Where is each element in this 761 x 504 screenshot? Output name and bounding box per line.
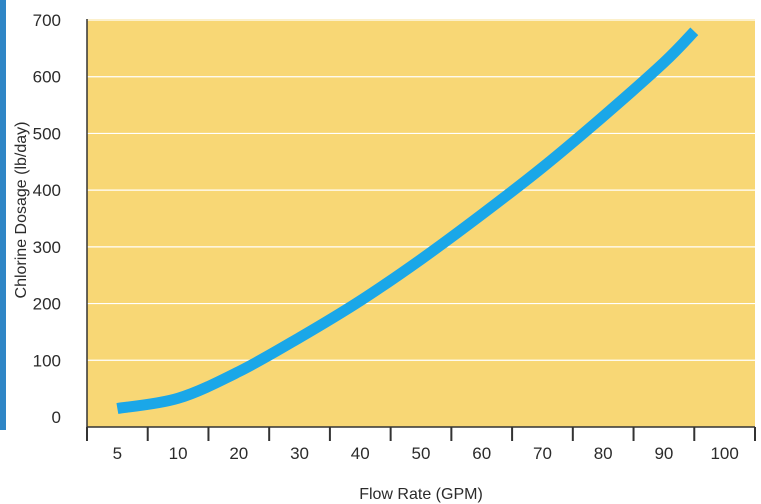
- y-tick-label-700: 700: [33, 11, 61, 30]
- plot-area: [87, 19, 755, 427]
- left-accent-bar: [0, 0, 6, 430]
- x-tick-label-80: 80: [594, 444, 613, 463]
- x-tick-label-60: 60: [472, 444, 491, 463]
- x-tick-label-70: 70: [533, 444, 552, 463]
- y-axis-title: Chlorine Dosage (lb/day): [13, 122, 30, 299]
- x-tick-label-30: 30: [290, 444, 309, 463]
- x-tick-label-100: 100: [710, 444, 738, 463]
- x-tick-label-20: 20: [229, 444, 248, 463]
- y-tick-label-500: 500: [33, 124, 61, 143]
- x-tick-label-40: 40: [351, 444, 370, 463]
- y-tick-label-200: 200: [33, 295, 61, 314]
- y-tick-label-0: 0: [52, 408, 61, 427]
- y-tick-label-300: 300: [33, 238, 61, 257]
- x-tick-label-90: 90: [654, 444, 673, 463]
- y-tick-labels: 0 100 200 300 400 500 600 700: [33, 11, 61, 427]
- series-layer: [116, 27, 699, 414]
- y-tick-label-400: 400: [33, 181, 61, 200]
- x-axis-title: Flow Rate (GPM): [359, 486, 483, 503]
- x-tick-label-50: 50: [412, 444, 431, 463]
- x-tick-label-10: 10: [169, 444, 188, 463]
- y-tick-label-600: 600: [33, 68, 61, 87]
- x-tick-labels: 5 10 20 30 40 50 60 70 80 90 100: [113, 444, 739, 463]
- y-tick-label-100: 100: [33, 351, 61, 370]
- x-tick-label-5: 5: [113, 444, 122, 463]
- axes: [86, 19, 756, 441]
- series-line-0: [116, 27, 699, 414]
